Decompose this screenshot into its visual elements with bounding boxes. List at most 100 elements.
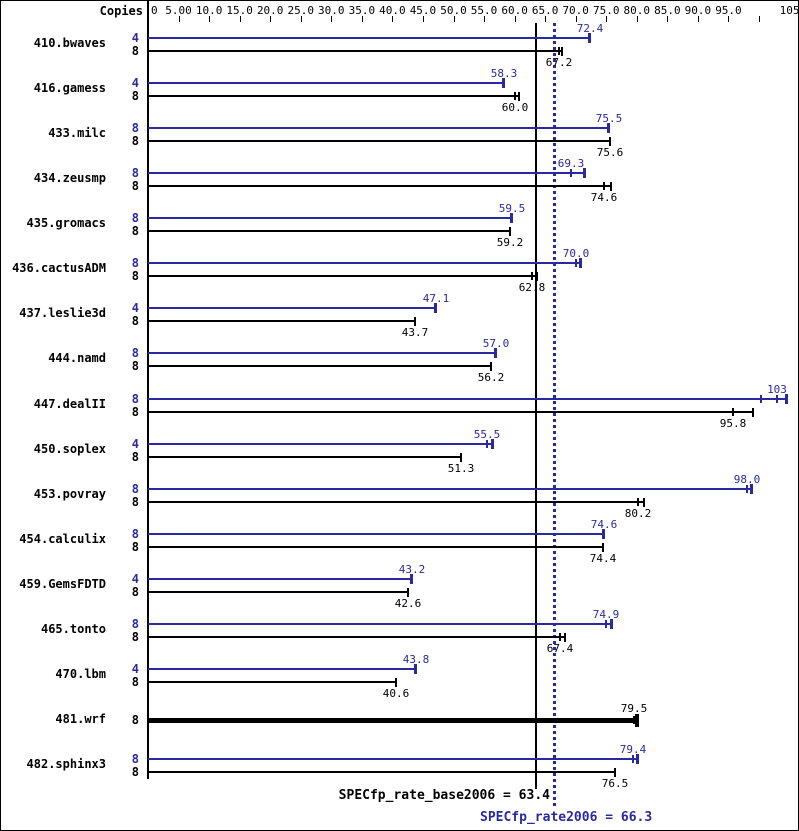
value-label: 75.6 xyxy=(596,146,624,159)
axis-tick-label: 55.0 xyxy=(470,4,498,17)
benchmark-name: 410.bwaves xyxy=(33,36,106,50)
axis-tick xyxy=(301,16,302,22)
bar-min-tick xyxy=(760,395,762,403)
value-label: 40.6 xyxy=(382,687,410,700)
benchmark-name: 435.gromacs xyxy=(26,216,106,230)
axis-tick-label: 25.0 xyxy=(287,4,315,17)
bar-end-cap xyxy=(410,574,413,584)
axis-tick-label: 70.0 xyxy=(562,4,589,17)
copies-label: 4 xyxy=(131,572,139,586)
value-label: 79.5 xyxy=(620,702,648,715)
copies-label: 8 xyxy=(131,269,139,283)
copies-label: 8 xyxy=(131,713,139,727)
axis-tick-label: 5.00 xyxy=(165,4,192,17)
value-label: 59.5 xyxy=(498,202,526,215)
bar xyxy=(148,443,493,445)
copies-label: 8 xyxy=(131,675,139,689)
value-label: 74.6 xyxy=(590,191,618,204)
copies-label: 8 xyxy=(131,392,139,406)
value-label: 79.4 xyxy=(619,743,647,756)
benchmark-name: 465.tonto xyxy=(40,622,106,636)
axis-tick xyxy=(545,16,546,22)
axis-tick xyxy=(637,16,638,22)
copies-label: 8 xyxy=(131,256,139,270)
copies-label: 8 xyxy=(131,450,139,464)
bar-median-tick xyxy=(603,182,605,190)
axis-tick xyxy=(423,16,424,22)
bar xyxy=(148,456,461,458)
copies-label: 4 xyxy=(131,76,139,90)
bar xyxy=(148,50,562,52)
benchmark-name: 453.povray xyxy=(33,487,106,501)
bar-end-cap xyxy=(490,362,492,371)
bar xyxy=(148,172,585,174)
bar-median-tick xyxy=(632,755,634,763)
copies-label: 8 xyxy=(131,617,139,631)
copies-label: 4 xyxy=(131,31,139,45)
axis-tick xyxy=(179,16,180,22)
bar xyxy=(148,758,638,760)
value-label: 72.4 xyxy=(576,22,604,35)
bar-end-cap xyxy=(395,678,397,687)
bar-end-cap xyxy=(518,92,520,101)
bar xyxy=(148,185,611,187)
value-label: 75.5 xyxy=(595,112,623,125)
peak-mean-label: SPECfp_rate2006 = 66.3 xyxy=(480,810,653,825)
peak-mean-line xyxy=(553,23,556,809)
bar xyxy=(148,578,412,580)
benchmark-name: 482.sphinx3 xyxy=(26,757,106,771)
bar-median-tick xyxy=(633,716,635,724)
value-label: 76.5 xyxy=(601,777,629,790)
bar xyxy=(148,591,408,593)
value-label: 62.8 xyxy=(518,281,546,294)
bar xyxy=(148,307,436,309)
benchmark-name: 437.leslie3d xyxy=(19,306,106,320)
axis-tick-label: 75.0 xyxy=(593,4,620,17)
axis-tick-label: 15.0 xyxy=(226,4,253,17)
bar xyxy=(148,668,416,670)
copies-label: 8 xyxy=(131,89,139,103)
bar-end-cap xyxy=(602,529,605,539)
axis-tick xyxy=(209,16,210,22)
copies-label: 8 xyxy=(131,44,139,58)
bar-median-tick xyxy=(776,395,778,403)
benchmark-name: 447.dealII xyxy=(33,397,106,411)
bar-end-cap xyxy=(583,168,586,178)
axis-tick-label: 60.0 xyxy=(501,4,528,17)
value-label: 60.0 xyxy=(501,101,529,114)
bar xyxy=(148,352,496,354)
copies-label: 8 xyxy=(131,359,139,373)
copies-label: 8 xyxy=(131,211,139,225)
bar-end-cap xyxy=(602,543,604,552)
bar-end-cap xyxy=(610,619,613,629)
axis-tick xyxy=(331,16,332,22)
copies-label: 8 xyxy=(131,179,139,193)
bar xyxy=(148,771,615,773)
bar-end-cap xyxy=(414,664,417,674)
bar-end-cap xyxy=(434,303,437,313)
bar-end-cap xyxy=(494,348,497,358)
benchmark-name: 459.GemsFDTD xyxy=(19,577,106,591)
value-label: 80.2 xyxy=(624,507,652,520)
value-label: 67.2 xyxy=(545,56,573,69)
bar xyxy=(148,501,644,503)
copies-label: 8 xyxy=(131,134,139,148)
value-label: 47.1 xyxy=(422,292,450,305)
bar xyxy=(148,681,396,683)
copies-label: 4 xyxy=(131,437,139,451)
benchmark-name: 433.milc xyxy=(48,126,106,140)
bar-median-tick xyxy=(575,259,577,267)
benchmark-name: 436.cactusADM xyxy=(12,261,106,275)
bar-end-cap xyxy=(536,272,538,281)
benchmark-name: 434.zeusmp xyxy=(33,171,106,185)
bar-end-cap xyxy=(607,123,610,133)
bar xyxy=(148,127,609,129)
value-label: 43.7 xyxy=(401,326,429,339)
bar xyxy=(148,636,565,638)
bar xyxy=(148,488,752,490)
bar-median-tick xyxy=(605,620,607,628)
bar-median-tick xyxy=(486,440,488,448)
copies-label: 8 xyxy=(131,527,139,541)
bar xyxy=(148,230,510,232)
